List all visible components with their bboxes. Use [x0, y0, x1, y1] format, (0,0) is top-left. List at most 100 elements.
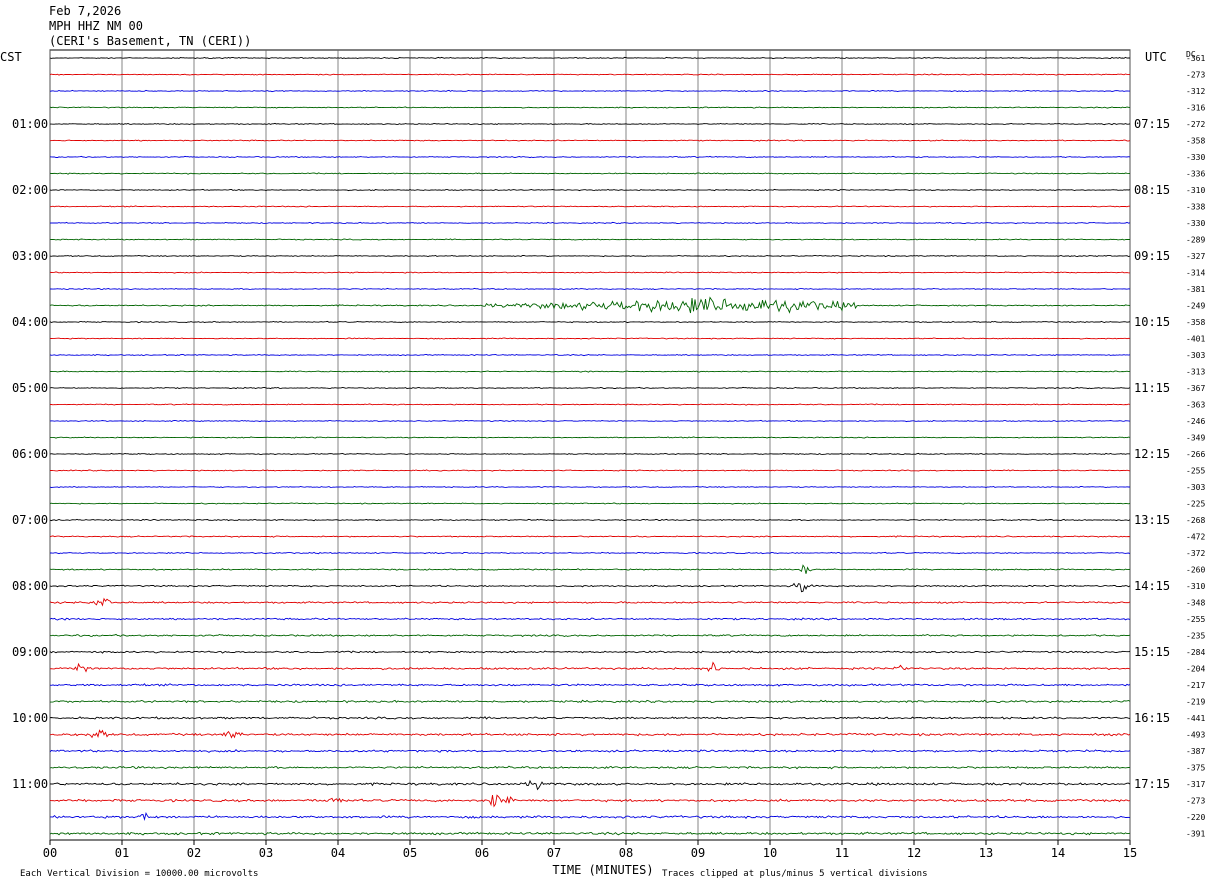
dc-offset-label: -312 — [1186, 87, 1205, 96]
dc-offset-label: -303 — [1186, 351, 1205, 360]
trace-row — [49, 469, 1131, 472]
utc-axis-label: UTC — [1145, 50, 1167, 64]
cst-hour-label: 07:00 — [12, 513, 48, 527]
trace-row — [49, 271, 1131, 274]
trace-row — [49, 831, 1131, 836]
x-tick-label: 00 — [43, 846, 57, 860]
seismic-traces — [49, 56, 1131, 836]
time-grid — [49, 49, 1131, 845]
trace-row — [49, 296, 1131, 314]
dc-offset-label: -246 — [1186, 417, 1205, 426]
dc-label: DC — [1186, 50, 1196, 59]
x-tick-label: 15 — [1123, 846, 1137, 860]
cst-hour-label: 04:00 — [12, 315, 48, 329]
trace-row — [49, 535, 1131, 538]
dc-offset-label: -472 — [1186, 533, 1205, 542]
dc-offset-label: -219 — [1186, 698, 1205, 707]
utc-hour-label: 16:15 — [1134, 711, 1170, 725]
dc-offset-label: -310 — [1186, 582, 1205, 591]
trace-row — [49, 106, 1131, 109]
dc-offset-label: -235 — [1186, 632, 1205, 641]
trace-row — [49, 617, 1131, 621]
utc-hour-label: 08:15 — [1134, 183, 1170, 197]
trace-row — [49, 502, 1131, 505]
dc-offset-label: -348 — [1186, 599, 1205, 608]
dc-offset-label: -387 — [1186, 747, 1205, 756]
location-label: (CERI's Basement, TN (CERI)) — [49, 34, 252, 48]
trace-row — [49, 337, 1131, 340]
cst-hour-label: 05:00 — [12, 381, 48, 395]
trace-row — [49, 89, 1130, 93]
dc-offset-label: -268 — [1186, 516, 1205, 525]
trace-row — [49, 188, 1131, 192]
utc-hour-label: 09:15 — [1134, 249, 1170, 263]
x-tick-label: 06 — [475, 846, 489, 860]
dc-offset-label: -273 — [1186, 797, 1205, 806]
trace-row — [49, 56, 1130, 60]
dc-offset-label: -338 — [1186, 203, 1205, 212]
dc-offset-label: -316 — [1186, 104, 1205, 113]
dc-offset-label: -260 — [1186, 566, 1205, 575]
trace-row — [49, 353, 1131, 357]
trace-row — [49, 221, 1131, 225]
x-tick-label: 11 — [835, 846, 849, 860]
x-tick-label: 08 — [619, 846, 633, 860]
x-tick-label: 05 — [403, 846, 417, 860]
dc-offset-label: -220 — [1186, 813, 1205, 822]
trace-row — [49, 582, 1131, 593]
dc-offset-label: -441 — [1186, 714, 1205, 723]
cst-hour-label: 08:00 — [12, 579, 48, 593]
trace-row — [49, 155, 1131, 159]
trace-row — [49, 749, 1131, 753]
x-tick-label: 02 — [187, 846, 201, 860]
dc-offset-label: -317 — [1186, 780, 1205, 789]
x-tick-label: 12 — [907, 846, 921, 860]
trace-row — [49, 419, 1131, 423]
x-tick-label: 04 — [331, 846, 345, 860]
dc-offset-label: -358 — [1186, 318, 1205, 327]
dc-offset-label: -361 — [1186, 54, 1205, 63]
dc-offset-label: -391 — [1186, 830, 1205, 839]
trace-row — [49, 597, 1131, 607]
cst-hour-label: 03:00 — [12, 249, 48, 263]
trace-row — [50, 403, 1131, 406]
dc-offset-label: -330 — [1186, 153, 1205, 162]
trace-row — [49, 729, 1131, 739]
dc-offset-label: -249 — [1186, 302, 1205, 311]
dc-offset-label: -363 — [1186, 401, 1205, 410]
dc-offset-label: -272 — [1186, 120, 1205, 129]
trace-row — [50, 699, 1131, 704]
utc-hour-label: 12:15 — [1134, 447, 1170, 461]
dc-offset-label: -289 — [1186, 236, 1205, 245]
trace-row — [49, 661, 1131, 673]
trace-row — [49, 779, 1131, 791]
dc-offset-label: -303 — [1186, 483, 1205, 492]
trace-row — [50, 811, 1131, 821]
x-tick-label: 13 — [979, 846, 993, 860]
dc-offset-label: -255 — [1186, 615, 1205, 624]
dc-offset-label: -255 — [1186, 467, 1205, 476]
dc-offset-label: -358 — [1186, 137, 1205, 146]
utc-hour-label: 13:15 — [1134, 513, 1170, 527]
dc-offset-label: -493 — [1186, 731, 1205, 740]
utc-hour-label: 17:15 — [1134, 777, 1170, 791]
utc-hour-label: 07:15 — [1134, 117, 1170, 131]
axis-labels: CST UTC DC TIME (MINUTES) Each Vertical … — [0, 50, 1205, 879]
utc-hour-label: 14:15 — [1134, 579, 1170, 593]
station-label: MPH HHZ NM 00 — [49, 19, 143, 33]
x-tick-label: 07 — [547, 846, 561, 860]
dc-offset-label: -372 — [1186, 549, 1205, 558]
dc-offset-label: -314 — [1186, 269, 1205, 278]
dc-offset-label: -330 — [1186, 219, 1205, 228]
trace-row — [49, 452, 1131, 456]
dc-offset-label: -266 — [1186, 450, 1205, 459]
dc-offset-label: -204 — [1186, 665, 1205, 674]
utc-hour-label: 15:15 — [1134, 645, 1170, 659]
cst-hour-label: 09:00 — [12, 645, 48, 659]
dc-offset-label: -310 — [1186, 186, 1205, 195]
trace-row — [49, 551, 1131, 555]
x-tick-label: 14 — [1051, 846, 1065, 860]
x-tick-label: 09 — [691, 846, 705, 860]
dc-offset-label: -375 — [1186, 764, 1205, 773]
trace-row — [49, 73, 1130, 76]
